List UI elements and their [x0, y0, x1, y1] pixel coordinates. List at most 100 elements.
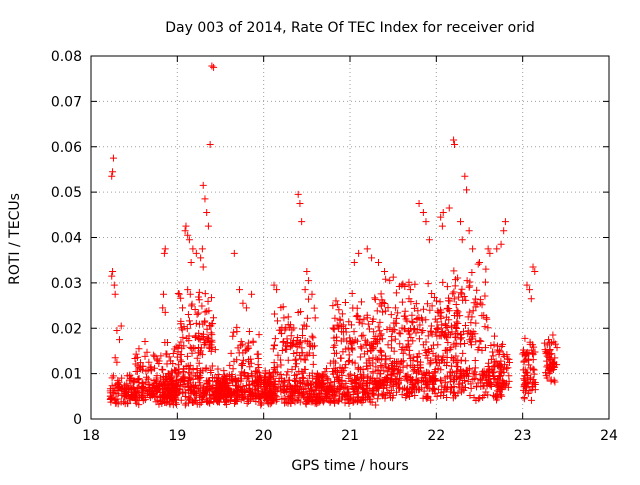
data-point — [283, 335, 291, 343]
data-point — [412, 329, 420, 337]
data-point — [244, 397, 252, 405]
data-point — [501, 218, 509, 226]
data-point — [438, 321, 446, 329]
data-point — [450, 295, 458, 303]
data-point — [359, 388, 367, 396]
data-point — [189, 375, 197, 383]
data-point — [284, 321, 292, 329]
data-point — [527, 295, 535, 303]
data-point — [369, 369, 377, 377]
data-point — [167, 386, 175, 394]
data-point — [322, 373, 330, 381]
data-point — [195, 293, 203, 301]
data-point — [381, 268, 389, 276]
data-point — [520, 349, 528, 357]
data-point — [153, 372, 161, 380]
data-point — [373, 307, 381, 315]
data-point — [261, 367, 269, 375]
data-point — [189, 245, 197, 253]
data-point — [324, 375, 332, 383]
data-point — [277, 370, 285, 378]
data-point — [227, 393, 235, 401]
data-point — [330, 399, 338, 407]
data-point — [234, 376, 242, 384]
data-point — [460, 293, 468, 301]
data-point — [450, 267, 458, 275]
data-point — [288, 342, 296, 350]
data-point — [414, 353, 422, 361]
data-point — [196, 400, 204, 408]
data-point — [471, 364, 479, 372]
data-point — [505, 355, 513, 363]
data-point — [198, 245, 206, 253]
data-point — [523, 281, 531, 289]
data-point — [168, 380, 176, 388]
data-point — [209, 373, 217, 381]
data-point — [269, 382, 277, 390]
data-point — [350, 258, 358, 266]
data-point — [351, 359, 359, 367]
data-point — [481, 323, 489, 331]
data-point — [489, 392, 497, 400]
data-point — [228, 377, 236, 385]
data-point — [429, 350, 437, 358]
data-point — [309, 374, 317, 382]
data-point — [452, 301, 460, 309]
data-point — [441, 383, 449, 391]
data-point — [290, 371, 298, 379]
data-point — [446, 378, 454, 386]
data-point — [369, 359, 377, 367]
data-point — [356, 353, 364, 361]
data-point — [414, 368, 422, 376]
data-point — [526, 386, 534, 394]
x-tick-label: 24 — [600, 428, 618, 444]
data-point — [485, 359, 493, 367]
data-point — [482, 265, 490, 273]
data-point — [210, 63, 218, 71]
data-point — [302, 400, 310, 408]
data-point — [424, 280, 432, 288]
data-point — [332, 297, 340, 305]
data-point — [389, 382, 397, 390]
data-point — [314, 392, 322, 400]
data-point — [308, 332, 316, 340]
data-point — [415, 335, 423, 343]
data-point — [204, 397, 212, 405]
data-point — [141, 387, 149, 395]
data-point — [493, 245, 501, 253]
data-point — [455, 380, 463, 388]
data-point — [111, 354, 119, 362]
data-point — [193, 385, 201, 393]
data-point — [380, 391, 388, 399]
data-point — [195, 329, 203, 337]
data-point — [311, 314, 319, 322]
data-point — [265, 380, 273, 388]
data-point — [266, 374, 274, 382]
data-point — [363, 245, 371, 253]
data-point — [398, 281, 406, 289]
data-point — [317, 396, 325, 404]
data-point — [333, 321, 341, 329]
data-point — [474, 260, 482, 268]
data-point — [434, 307, 442, 315]
data-point — [129, 383, 137, 391]
data-point — [386, 324, 394, 332]
data-point — [298, 325, 306, 333]
data-point — [235, 392, 243, 400]
data-point — [194, 349, 202, 357]
data-point — [459, 367, 467, 375]
data-point — [467, 341, 475, 349]
data-point — [358, 320, 366, 328]
data-point — [411, 392, 419, 400]
data-point — [185, 317, 193, 325]
data-point — [479, 393, 487, 401]
data-point — [418, 374, 426, 382]
data-point — [165, 371, 173, 379]
data-point — [378, 355, 386, 363]
data-point — [373, 356, 381, 364]
data-point — [411, 325, 419, 333]
data-point — [141, 352, 149, 360]
data-point — [404, 371, 412, 379]
data-point — [431, 315, 439, 323]
data-point — [461, 340, 469, 348]
